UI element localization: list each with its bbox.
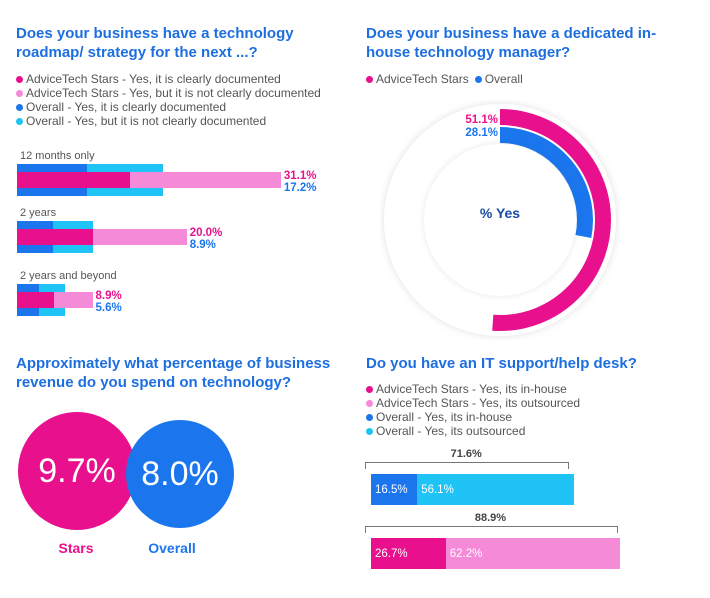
bar-stars-documented bbox=[17, 292, 55, 308]
overall-total-label: 17.2% bbox=[283, 182, 317, 194]
donut-overall-arc bbox=[407, 127, 593, 313]
overall-total-label: 5.6% bbox=[95, 302, 122, 314]
stars-total-label: 31.1% bbox=[283, 170, 317, 182]
donut-center-label: % Yes bbox=[479, 205, 521, 221]
legend-label: AdviceTech Stars - Yes, its outsourced bbox=[376, 396, 581, 410]
segment-value-label: 56.1% bbox=[421, 483, 454, 496]
category-label: 2 years bbox=[20, 207, 57, 219]
bar-overall-documented bbox=[17, 284, 40, 292]
legend-item: AdviceTech Stars - Yes, it is clearly do… bbox=[16, 72, 321, 86]
legend-item: AdviceTech Stars - Yes, but it is not cl… bbox=[16, 86, 321, 100]
legend-label: Overall - Yes, its outsourced bbox=[376, 424, 526, 438]
bar-stars-not-documented bbox=[129, 172, 281, 188]
legend-dot-icon bbox=[366, 413, 373, 421]
manager-legend: AdviceTech Stars Overall bbox=[366, 72, 523, 86]
legend-item: Overall - Yes, but it is not clearly doc… bbox=[16, 114, 321, 128]
legend-dot-icon bbox=[16, 75, 23, 83]
segment-in-house: 16.5% bbox=[371, 474, 418, 505]
legend-dot-icon bbox=[474, 75, 482, 83]
overall-bubble: 8.0% bbox=[126, 420, 234, 528]
legend-dot-icon bbox=[366, 75, 373, 83]
bar-overall-not-documented bbox=[39, 308, 65, 316]
total-value-label: 88.9% bbox=[474, 512, 507, 524]
category-label: 2 years and beyond bbox=[20, 270, 117, 282]
stars-bubble: 9.7% bbox=[18, 412, 136, 530]
overall-total-label: 8.9% bbox=[189, 239, 216, 251]
roadmap-legend: AdviceTech Stars - Yes, it is clearly do… bbox=[16, 72, 321, 128]
manager-title: Does your business have a dedicated in-h… bbox=[366, 25, 657, 61]
revenue-title: Approximately what percentage of busines… bbox=[16, 355, 331, 391]
legend-label: AdviceTech Stars bbox=[376, 72, 469, 86]
donut-inner-disc bbox=[424, 144, 576, 296]
legend-label: Overall - Yes, its in-house bbox=[376, 410, 513, 424]
segment-outsourced: 56.1% bbox=[417, 474, 575, 505]
bar-overall-documented bbox=[17, 188, 87, 196]
legend-item: Overall bbox=[474, 72, 523, 86]
legend-label: Overall - Yes, it is clearly documented bbox=[26, 100, 227, 114]
legend-dot-icon bbox=[16, 103, 23, 111]
donut-stars-arc bbox=[389, 109, 611, 331]
legend-dot-icon bbox=[366, 399, 373, 407]
bar-overall-documented bbox=[17, 164, 87, 172]
stars-bubble-value: 9.7% bbox=[38, 451, 116, 490]
segment-value-label: 16.5% bbox=[375, 483, 408, 496]
category-label: 12 months only bbox=[20, 150, 95, 162]
overall-bubble-value: 8.0% bbox=[141, 454, 219, 493]
legend-item: AdviceTech Stars - Yes, its outsourced bbox=[366, 396, 580, 410]
bar-stars-documented bbox=[17, 172, 130, 188]
legend-dot-icon bbox=[366, 427, 373, 435]
legend-dot-icon bbox=[16, 117, 23, 125]
overall-bubble-caption: Overall bbox=[148, 540, 196, 556]
legend-dot-icon bbox=[366, 385, 373, 393]
legend-label: AdviceTech Stars - Yes, its in-house bbox=[376, 382, 567, 396]
stars-total-label: 8.9% bbox=[95, 290, 122, 302]
stars-bubble-caption: Stars bbox=[58, 540, 94, 556]
legend-item: Overall - Yes, it is clearly documented bbox=[16, 100, 321, 114]
bar-stars-not-documented bbox=[54, 292, 93, 308]
legend-label: Overall - Yes, but it is not clearly doc… bbox=[26, 114, 267, 128]
segment-outsourced: 62.2% bbox=[445, 538, 620, 569]
legend-label: Overall bbox=[484, 72, 523, 86]
total-bracket bbox=[365, 462, 570, 469]
roadmap-title: Does your business have a technology roa… bbox=[16, 25, 294, 61]
legend-dot-icon bbox=[16, 89, 23, 97]
stars-total-label: 20.0% bbox=[189, 227, 223, 239]
manager-donut bbox=[384, 104, 616, 336]
bar-overall-documented bbox=[17, 308, 40, 316]
bar-overall-not-documented bbox=[39, 284, 65, 292]
total-bracket bbox=[365, 526, 618, 533]
bar-overall-not-documented bbox=[52, 245, 93, 253]
legend-item: Overall - Yes, its outsourced bbox=[366, 424, 580, 438]
legend-item: Overall - Yes, its in-house bbox=[366, 410, 580, 424]
bar-stars-not-documented bbox=[92, 229, 187, 245]
bar-overall-not-documented bbox=[86, 188, 163, 196]
donut-overall-value: 28.1% bbox=[465, 127, 498, 139]
helpdesk-title: Do you have an IT support/help desk? bbox=[366, 355, 637, 372]
bar-overall-documented bbox=[17, 221, 53, 229]
helpdesk-legend: AdviceTech Stars - Yes, its in-house Advi… bbox=[366, 382, 580, 438]
bar-overall-documented bbox=[17, 245, 53, 253]
segment-value-label: 62.2% bbox=[449, 547, 483, 560]
segment-value-label: 26.7% bbox=[375, 547, 408, 560]
legend-label: AdviceTech Stars - Yes, it is clearly do… bbox=[26, 72, 281, 86]
legend-item: AdviceTech Stars - Yes, its in-house bbox=[366, 382, 580, 396]
bar-overall-not-documented bbox=[86, 164, 163, 172]
legend-label: AdviceTech Stars - Yes, but it is not cl… bbox=[26, 86, 321, 100]
donut-stars-value: 51.1% bbox=[465, 114, 498, 126]
bar-overall-not-documented bbox=[52, 221, 93, 229]
total-value-label: 71.6% bbox=[450, 448, 482, 460]
bar-stars-documented bbox=[17, 229, 93, 245]
legend-item: AdviceTech Stars bbox=[366, 72, 469, 86]
segment-in-house: 26.7% bbox=[371, 538, 446, 569]
